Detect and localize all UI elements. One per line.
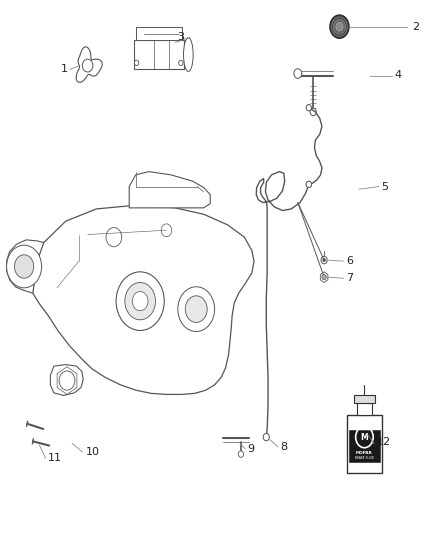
Text: 3: 3 [177,33,184,42]
Text: 12: 12 [377,438,391,447]
Bar [349,430,380,462]
Circle shape [178,287,215,332]
Circle shape [333,19,346,34]
Circle shape [306,181,311,188]
Circle shape [161,224,172,237]
Circle shape [323,259,325,262]
Ellipse shape [184,38,193,71]
Polygon shape [76,47,102,83]
Circle shape [294,69,302,78]
Text: 11: 11 [48,454,62,463]
Polygon shape [50,365,83,395]
Text: 6: 6 [346,256,353,266]
Text: 10: 10 [85,447,99,457]
Circle shape [179,60,183,66]
Circle shape [330,15,349,38]
Bar [347,415,382,473]
Circle shape [82,59,93,72]
Circle shape [106,228,122,247]
Circle shape [306,104,311,111]
Text: 2: 2 [412,22,419,31]
Circle shape [125,282,155,320]
Text: 9: 9 [247,444,254,454]
Bar [357,403,372,415]
Polygon shape [33,205,254,394]
Circle shape [134,60,139,66]
Bar [134,40,184,69]
Circle shape [185,296,207,322]
Text: 4: 4 [394,70,401,79]
Circle shape [322,274,326,280]
Bar [136,27,182,40]
Text: MOPAR: MOPAR [356,451,373,455]
Text: 8: 8 [280,442,287,451]
Text: 5: 5 [381,182,388,191]
Circle shape [59,371,75,390]
Circle shape [336,22,343,31]
Circle shape [321,256,327,264]
Circle shape [132,292,148,311]
Text: 7: 7 [346,273,353,283]
Circle shape [238,451,244,457]
Circle shape [310,108,316,116]
Text: BRAKE FLUID: BRAKE FLUID [355,456,374,461]
Polygon shape [129,172,210,208]
Circle shape [7,245,42,288]
Text: M: M [360,433,368,442]
Circle shape [306,181,311,188]
Circle shape [116,272,164,330]
Circle shape [14,255,34,278]
Bar [354,395,375,403]
Circle shape [263,433,269,441]
Text: 1: 1 [61,64,68,74]
Polygon shape [320,272,328,282]
